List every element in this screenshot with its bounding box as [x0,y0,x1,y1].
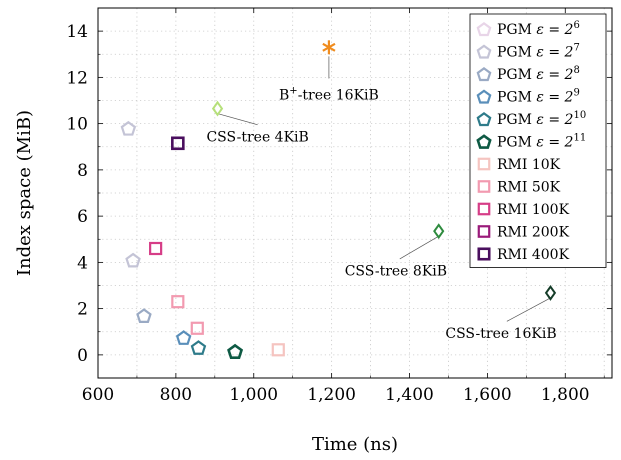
legend-label: RMI 200K [497,225,570,241]
annotation-label: B+-tree 16KiB [279,86,379,104]
point-rmi-100k [149,241,163,256]
point-pgm-2-7 [125,252,141,268]
legend-marker-rmi-100k [477,202,491,216]
legend-marker-pgm-2-11 [476,134,492,149]
x-axis-label: Time (ns) [312,434,398,455]
point-rmi-50k [171,295,185,309]
point-pgm-2-10 [190,340,207,355]
x-ticks: 600 800 1,000 1,200 1,400 1,600 1,800 [82,8,605,405]
point-pgm-2-8 [136,308,152,323]
legend-label: PGM ε = 27 [497,43,580,61]
y-tick-label: 8 [77,161,88,181]
legend-marker-rmi-400k [477,247,491,261]
point-css-tree-16kib [544,284,557,301]
legend-label: RMI 400K [497,247,570,263]
x-tick-label: 1,400 [385,385,434,405]
y-tick-label: 12 [66,68,88,88]
data-points [120,40,557,360]
point-rmi-400k [171,136,185,151]
point-pgm-2-7 [120,120,137,136]
legend-label: PGM ε = 28 [497,65,580,83]
y-tick-label: 2 [77,300,88,320]
legend-label: PGM ε = 211 [497,133,586,151]
legend-label: RMI 10K [497,157,561,173]
point-pgm-2-9 [175,330,192,345]
legend-label: PGM ε = 29 [497,88,580,106]
y-tick-label: 10 [66,115,88,135]
y-tick-label: 6 [77,207,88,227]
y-tick-label: 4 [77,253,88,273]
x-tick-label: 1,800 [541,385,590,405]
y-axis-label: Index space (MiB) [14,110,35,276]
legend-label: RMI 50K [497,180,561,196]
x-tick-label: 800 [160,385,192,405]
legend-label: RMI 100K [497,202,570,218]
point-b-tree-16kib [322,40,336,55]
x-tick-label: 600 [82,385,114,405]
x-tick-label: 1,600 [463,385,512,405]
annotation-label: CSS-tree 4KiB [206,129,308,145]
legend-marker-pgm-2-9 [476,89,492,104]
legend: PGM ε = 26 PGM ε = 27 PGM ε = 28 PGM ε = 29… [469,13,607,268]
legend-marker-pgm-2-6 [476,21,492,37]
legend-marker-pgm-2-10 [476,111,492,127]
point-rmi-10k [271,343,285,357]
point-rmi-50k [190,321,204,335]
annotation-leader-line [506,297,551,322]
x-tick-label: 1,200 [307,385,356,405]
legend-label: PGM ε = 210 [497,110,586,128]
annotation-label: CSS-tree 16KiB [445,326,556,342]
annotation-leader-line [217,113,258,126]
annotations: B+-tree 16KiB CSS-tree 4KiB CSS-tree 8KiB C… [206,86,556,342]
point-pgm-2-11 [227,343,244,360]
annotation-leader-line [399,235,439,260]
legend-marker-rmi-50k [477,180,491,193]
y-tick-label: 0 [77,346,88,366]
legend-marker-pgm-2-7 [476,44,492,59]
legend-marker-rmi-10k [477,157,491,171]
annotation-lines [217,56,551,322]
annotation-label: CSS-tree 8KiB [345,263,447,279]
legend-marker-rmi-200k [477,225,491,238]
legend-marker-pgm-2-8 [476,66,492,82]
legend-label: PGM ε = 26 [497,20,580,38]
y-tick-label: 14 [66,22,88,42]
point-css-tree-4kib [211,100,224,117]
y-ticks: 0 2 4 6 8 10 12 14 [66,7,612,379]
x-tick-label: 1,000 [229,385,278,405]
legend-box [469,13,607,268]
point-css-tree-8kib [433,223,445,240]
